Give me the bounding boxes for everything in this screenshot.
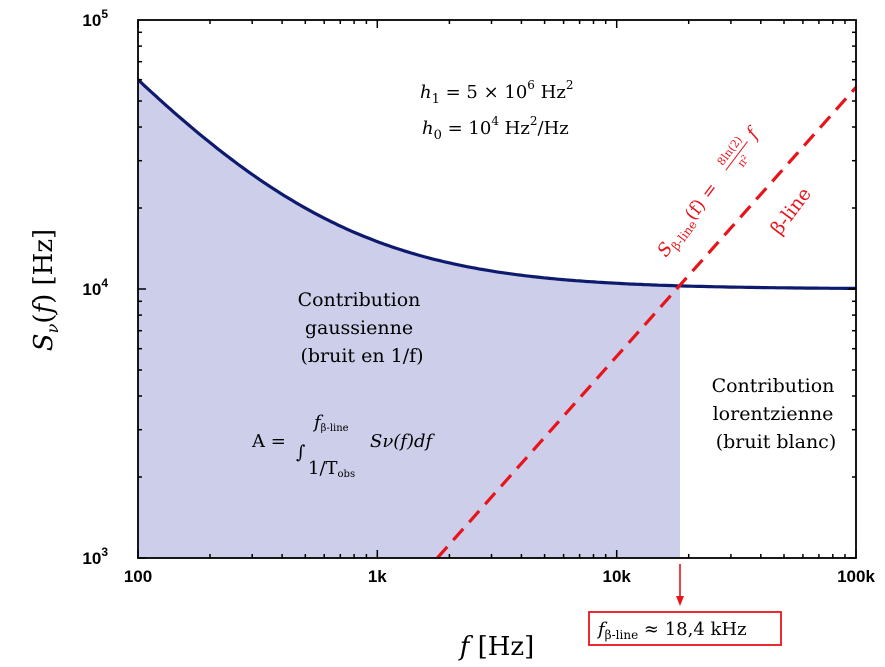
x-tick-label: 1k — [368, 567, 387, 586]
crossing-frequency-box: fβ-line ≈ 18,4 kHz — [588, 611, 782, 646]
svg-text:Sν(f)df: Sν(f)df — [370, 431, 436, 452]
x-tick-label: 100 — [124, 567, 152, 586]
beta-line-dashed — [436, 86, 856, 558]
x-tick-label: 100k — [837, 567, 875, 586]
svg-text:f: f — [741, 122, 765, 144]
svg-text:∫: ∫ — [296, 442, 306, 463]
crossing-marker-arrow — [676, 564, 684, 606]
h0-annotation: h0 = 104 Hz2/Hz — [422, 114, 569, 143]
shaded-gaussian-region — [138, 79, 680, 558]
y-tick-label: 104 — [82, 276, 108, 299]
svg-text:Sβ-line(f) =: Sβ-line(f) = — [653, 179, 725, 263]
lorentzian-contribution-label: Contribution lorentzienne (bruit blanc) — [712, 375, 841, 453]
y-axis-label: Sν(f) [Hz] — [29, 229, 62, 351]
h1-annotation: h1 = 5 × 106 Hz2 — [420, 78, 573, 107]
x-tick-label: 10k — [603, 567, 632, 586]
y-tick-label: 105 — [82, 7, 108, 30]
beta-line-formula: Sβ-line(f) = 8ln(2) π² f — [653, 122, 765, 263]
y-tick-label: 103 — [82, 545, 108, 568]
gaussian-contribution-label: Contribution gaussienne (bruit en 1/f) — [298, 289, 427, 367]
x-axis-label: f [Hz] — [458, 632, 535, 662]
beta-line-label: β-line — [766, 183, 815, 239]
svg-text:A =: A = — [251, 431, 286, 452]
svg-text:fβ-line ≈ 18,4 kHz: fβ-line ≈ 18,4 kHz — [596, 619, 747, 642]
noise-psd-curve — [138, 78, 856, 290]
svg-text:1/Tobs: 1/Tobs — [308, 458, 355, 480]
